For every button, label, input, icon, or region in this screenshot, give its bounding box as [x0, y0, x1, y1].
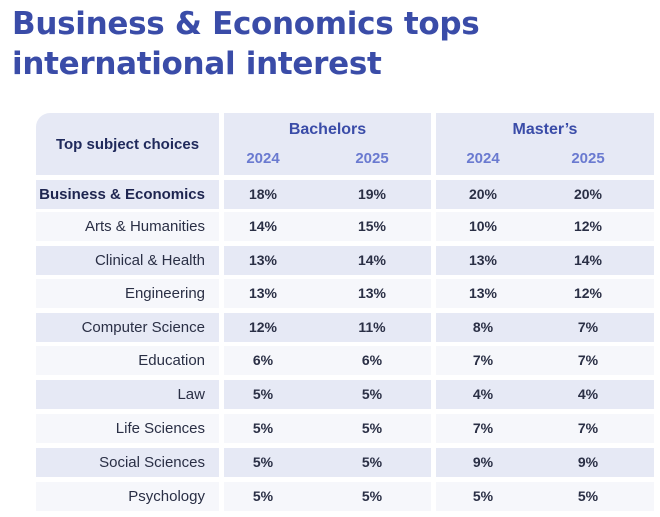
percent-value: 5% [252, 488, 274, 504]
bachelors-cells: 14% 15% [224, 212, 431, 241]
masters-cells: 20% 20% [436, 180, 654, 209]
table-row: Life Sciences 5% 5% 7% 7% [36, 414, 654, 443]
bachelors-cells: 12% 11% [224, 313, 431, 342]
masters-cells: 4% 4% [436, 380, 654, 409]
masters-cells: 13% 12% [436, 279, 654, 308]
percent-value: 5% [361, 454, 383, 470]
percent-value: 13% [248, 252, 278, 268]
percent-value: 12% [248, 319, 278, 335]
percent-value: 11% [358, 319, 386, 335]
masters-cells: 13% 14% [436, 246, 654, 275]
subject-label: Law [36, 380, 219, 409]
masters-cells: 7% 7% [436, 414, 654, 443]
percent-value: 6% [361, 352, 383, 368]
percent-value: 19% [357, 186, 387, 202]
bachelors-cells: 18% 19% [224, 180, 431, 209]
group-label: Master’s [512, 121, 578, 138]
subject-label: Engineering [36, 279, 219, 308]
percent-value: 7% [577, 319, 599, 335]
percent-value: 14% [573, 252, 603, 268]
percent-value: 18% [248, 186, 278, 202]
percent-value: 15% [357, 218, 387, 234]
masters-cells: 9% 9% [436, 448, 654, 477]
bachelors-cells: 5% 5% [224, 482, 431, 511]
subject-label: Education [36, 346, 219, 375]
percent-value: 5% [577, 488, 599, 504]
table-row: Social Sciences 5% 5% 9% 9% [36, 448, 654, 477]
percent-value: 13% [468, 252, 498, 268]
percent-value: 14% [248, 218, 278, 234]
percent-value: 4% [577, 386, 599, 402]
percent-value: 7% [577, 352, 599, 368]
bachelors-cells: 5% 5% [224, 380, 431, 409]
table-row: Psychology 5% 5% 5% 5% [36, 482, 654, 511]
percent-value: 6% [252, 352, 274, 368]
title-line-2: international interest [12, 46, 382, 82]
percent-value: 13% [248, 285, 278, 301]
year-label: 2024 [246, 150, 280, 167]
percent-value: 20% [573, 186, 603, 202]
group-header-masters: Master’s 2024 2025 [436, 113, 654, 175]
percent-value: 9% [472, 454, 494, 470]
percent-value: 13% [357, 285, 387, 301]
masters-cells: 7% 7% [436, 346, 654, 375]
corner-header: Top subject choices [36, 113, 219, 175]
subject-label: Business & Economics [36, 180, 219, 209]
percent-value: 5% [252, 386, 274, 402]
percent-value: 5% [361, 386, 383, 402]
table-row: Law 5% 5% 4% 4% [36, 380, 654, 409]
subject-label: Life Sciences [36, 414, 219, 443]
percent-value: 20% [468, 186, 498, 202]
percent-value: 5% [361, 420, 383, 436]
percent-value: 12% [573, 285, 603, 301]
percent-value: 5% [252, 454, 274, 470]
table-row: Arts & Humanities 14% 15% 10% 12% [36, 212, 654, 241]
bachelors-cells: 6% 6% [224, 346, 431, 375]
percent-value: 5% [472, 488, 494, 504]
percent-value: 7% [577, 420, 599, 436]
year-label: 2025 [571, 150, 605, 167]
table-row: Computer Science 12% 11% 8% 7% [36, 313, 654, 342]
title-line-1: Business & Economics tops [12, 6, 480, 42]
masters-cells: 5% 5% [436, 482, 654, 511]
page-title: Business & Economics tops international … [12, 4, 480, 84]
masters-cells: 10% 12% [436, 212, 654, 241]
table-row: Engineering 13% 13% 13% 12% [36, 279, 654, 308]
table-row: Business & Economics 18% 19% 20% 20% [36, 180, 654, 209]
percent-value: 12% [573, 218, 603, 234]
percent-value: 13% [468, 285, 498, 301]
bachelors-cells: 5% 5% [224, 448, 431, 477]
percent-value: 7% [472, 420, 494, 436]
bachelors-cells: 13% 14% [224, 246, 431, 275]
bachelors-cells: 5% 5% [224, 414, 431, 443]
percent-value: 4% [472, 386, 494, 402]
percent-value: 5% [252, 420, 274, 436]
group-header-bachelors: Bachelors 2024 2025 [224, 113, 431, 175]
subject-label: Computer Science [36, 313, 219, 342]
subject-label: Social Sciences [36, 448, 219, 477]
subject-label: Psychology [36, 482, 219, 511]
year-label: 2025 [355, 150, 389, 167]
masters-cells: 8% 7% [436, 313, 654, 342]
percent-value: 7% [472, 352, 494, 368]
percent-value: 8% [472, 319, 494, 335]
bachelors-cells: 13% 13% [224, 279, 431, 308]
year-label: 2024 [466, 150, 500, 167]
percent-value: 14% [357, 252, 387, 268]
table-row: Clinical & Health 13% 14% 13% 14% [36, 246, 654, 275]
subject-label: Arts & Humanities [36, 212, 219, 241]
group-label: Bachelors [288, 121, 367, 138]
percent-value: 10% [468, 218, 498, 234]
percent-value: 5% [361, 488, 383, 504]
percent-value: 9% [577, 454, 599, 470]
subject-label: Clinical & Health [36, 246, 219, 275]
table-row: Education 6% 6% 7% 7% [36, 346, 654, 375]
